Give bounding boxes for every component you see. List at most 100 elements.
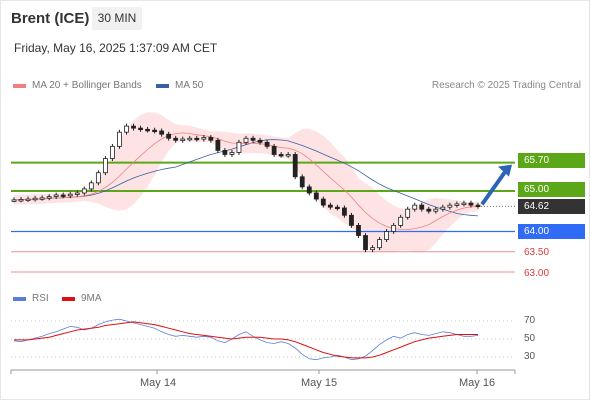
candle-body <box>356 224 361 236</box>
candle-body <box>440 206 446 210</box>
candle-body <box>306 186 312 194</box>
candle-body <box>447 204 453 208</box>
timestamp: Friday, May 16, 2025 1:37:09 AM CET <box>14 41 218 55</box>
candle-body <box>215 139 221 151</box>
candle-body <box>236 141 242 153</box>
candle-body <box>166 133 172 139</box>
candle-body <box>110 145 115 159</box>
candle-body <box>67 193 73 197</box>
bollinger-band <box>14 112 478 253</box>
candle-body <box>391 224 397 232</box>
ma9-line <box>14 321 478 359</box>
candle-body <box>405 208 411 218</box>
ma9-swatch <box>62 296 75 301</box>
candle-body <box>461 202 467 206</box>
candle-body <box>117 131 122 147</box>
candle-body <box>250 137 256 141</box>
candle-body <box>222 150 228 155</box>
candle-body <box>74 192 80 195</box>
forecast-arrow-shaft <box>480 169 508 206</box>
candle-body <box>419 204 425 210</box>
candle-body <box>25 198 31 201</box>
candle-body <box>285 154 291 157</box>
candle-body <box>124 125 129 133</box>
timeframe-button[interactable]: 30 MIN <box>92 7 142 30</box>
candle-body <box>370 247 375 251</box>
level-s3: 63.00 <box>524 268 550 279</box>
candle-body <box>264 141 270 147</box>
candle-body <box>412 204 418 210</box>
level-r2: 65.70 <box>518 153 585 168</box>
level-last: 64.62 <box>518 199 585 214</box>
candle-body <box>46 196 52 199</box>
candle-body <box>384 231 390 240</box>
candle-body <box>334 206 340 210</box>
candle-body <box>88 182 94 190</box>
legend-ma20-label: MA 20 + Bollinger Bands <box>32 80 142 91</box>
legend-ma20: MA 20 + Bollinger Bands <box>13 80 142 91</box>
candle-body <box>229 152 235 155</box>
candle-body <box>454 203 460 206</box>
legend-ma50: MA 50 <box>156 80 203 91</box>
candle-body <box>53 194 59 198</box>
candle-body <box>95 172 101 184</box>
rsi-swatch <box>13 296 26 301</box>
ma20-swatch <box>13 83 26 88</box>
rsi-tick-70: 70 <box>524 315 536 326</box>
candle-body <box>377 239 382 249</box>
level-s2: 63.50 <box>524 247 550 258</box>
forecast-arrow-head <box>498 164 512 177</box>
candle-body <box>138 127 143 131</box>
candle-body <box>475 204 481 208</box>
legend-9ma-label: 9MA <box>81 293 102 304</box>
x-tick-may16: May 16 <box>459 377 496 389</box>
candle-body <box>173 137 179 141</box>
candle-body <box>320 198 326 206</box>
candle-body <box>60 194 66 197</box>
candle-body <box>398 216 404 226</box>
candle-body <box>426 208 432 212</box>
candle-body <box>342 207 347 216</box>
candle-body <box>180 138 186 141</box>
candle-body <box>201 137 207 140</box>
candle-body <box>313 192 319 200</box>
rsi-tick-30: 30 <box>524 351 536 362</box>
legend-rsi-label: RSI <box>32 293 49 304</box>
candle-body <box>433 208 439 212</box>
candle-body <box>363 235 368 251</box>
candle-body <box>257 139 263 143</box>
candle-body <box>208 137 214 141</box>
candle-body <box>39 197 45 200</box>
candle-body <box>131 125 136 129</box>
legend-ma50-label: MA 50 <box>175 80 204 91</box>
candle-body <box>152 129 158 133</box>
candle-body <box>243 137 249 143</box>
candle-body <box>271 145 277 155</box>
candle-body <box>102 158 108 174</box>
candle-body <box>299 176 305 188</box>
candle-body <box>18 199 24 202</box>
legend-rsi: RSI <box>13 293 49 304</box>
level-r1: 65.00 <box>518 182 585 197</box>
x-tick-may14: May 14 <box>140 377 177 389</box>
candle-body <box>159 130 165 135</box>
credit-text: Research © 2025 Trading Central <box>431 80 581 91</box>
x-tick-may15: May 15 <box>301 377 338 389</box>
candle-body <box>32 197 38 201</box>
candle-body <box>349 214 354 226</box>
instrument-title: Brent (ICE) <box>11 10 90 27</box>
candle-body <box>278 154 284 157</box>
candle-body <box>145 128 150 132</box>
level-s1: 64.00 <box>518 224 585 239</box>
candle-body <box>292 154 298 178</box>
candle-body <box>327 204 333 208</box>
candle-body <box>194 137 200 141</box>
candle-body <box>11 199 17 202</box>
candle-body <box>81 188 87 194</box>
ma50-swatch <box>156 83 169 88</box>
rsi-tick-50: 50 <box>524 333 536 344</box>
candle-body <box>468 202 474 206</box>
candle-body <box>187 137 193 141</box>
legend-9ma: 9MA <box>62 293 102 304</box>
